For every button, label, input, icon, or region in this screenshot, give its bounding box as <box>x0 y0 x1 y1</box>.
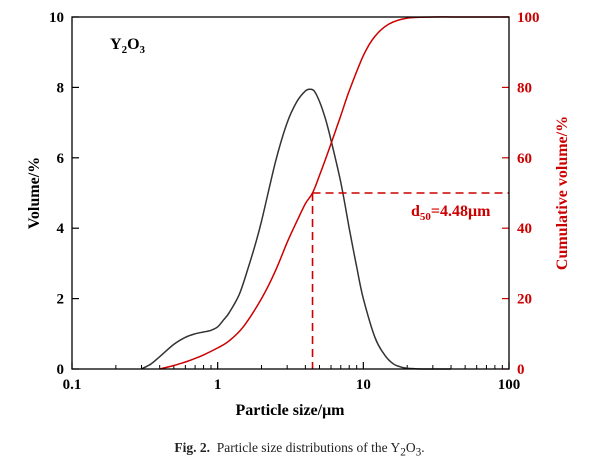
caption-sub2: 3 <box>415 446 422 459</box>
x-tick-label-0: 0.1 <box>63 377 82 393</box>
y-left-tick-label-3: 6 <box>57 151 65 167</box>
plot-frame <box>71 16 510 370</box>
x-tick-label-1: 1 <box>214 377 222 393</box>
y-right-axis-title: Cumulative volume/% <box>554 116 571 270</box>
figure-caption: Fig. 2. Particle size distributions of t… <box>0 440 599 459</box>
y-left-axis-title: Volume/% <box>26 157 43 229</box>
y-right-tick-label-2: 40 <box>517 221 532 237</box>
inset-y: Y <box>110 36 122 53</box>
caption-label: Fig. 2. <box>174 440 210 455</box>
y-right-tick-label-5: 100 <box>517 10 540 26</box>
inset-label: Y2O3 <box>110 36 146 56</box>
y-right-tick-label-1: 20 <box>517 292 532 308</box>
volume-line <box>141 88 451 370</box>
d50-sub: 50 <box>420 211 432 223</box>
y-left-tick-label-4: 8 <box>57 80 65 96</box>
x-tick-label-2: 10 <box>356 377 371 393</box>
x-tick-label-3: 100 <box>498 377 521 393</box>
series-layer <box>141 16 509 370</box>
y-right-tick-label-4: 80 <box>517 80 532 96</box>
x-axis-title: Particle size/μm <box>235 402 345 419</box>
cumulative-volume-line <box>159 16 509 370</box>
y-right-tick-label-3: 60 <box>517 151 532 167</box>
inset-sub1: 2 <box>122 44 128 56</box>
d50-main: d <box>411 203 420 220</box>
caption-sub: 2 <box>400 446 406 459</box>
caption-text: Particle size distributions of the Y <box>216 440 401 455</box>
caption-end: . <box>421 440 425 455</box>
d50-label: d50=4.48μm <box>411 203 491 223</box>
y-left-tick-label-1: 2 <box>57 292 65 308</box>
y-left-tick-label-2: 4 <box>57 221 65 237</box>
y-left-tick-label-5: 10 <box>49 10 64 26</box>
d50-value: =4.48μm <box>431 203 491 220</box>
inset-sub2: 3 <box>140 44 146 56</box>
inset-o: O <box>127 36 139 53</box>
caption-mid: O <box>405 440 416 455</box>
y-right-tick-label-0: 0 <box>517 362 525 378</box>
y-left-tick-label-0: 0 <box>57 362 65 378</box>
